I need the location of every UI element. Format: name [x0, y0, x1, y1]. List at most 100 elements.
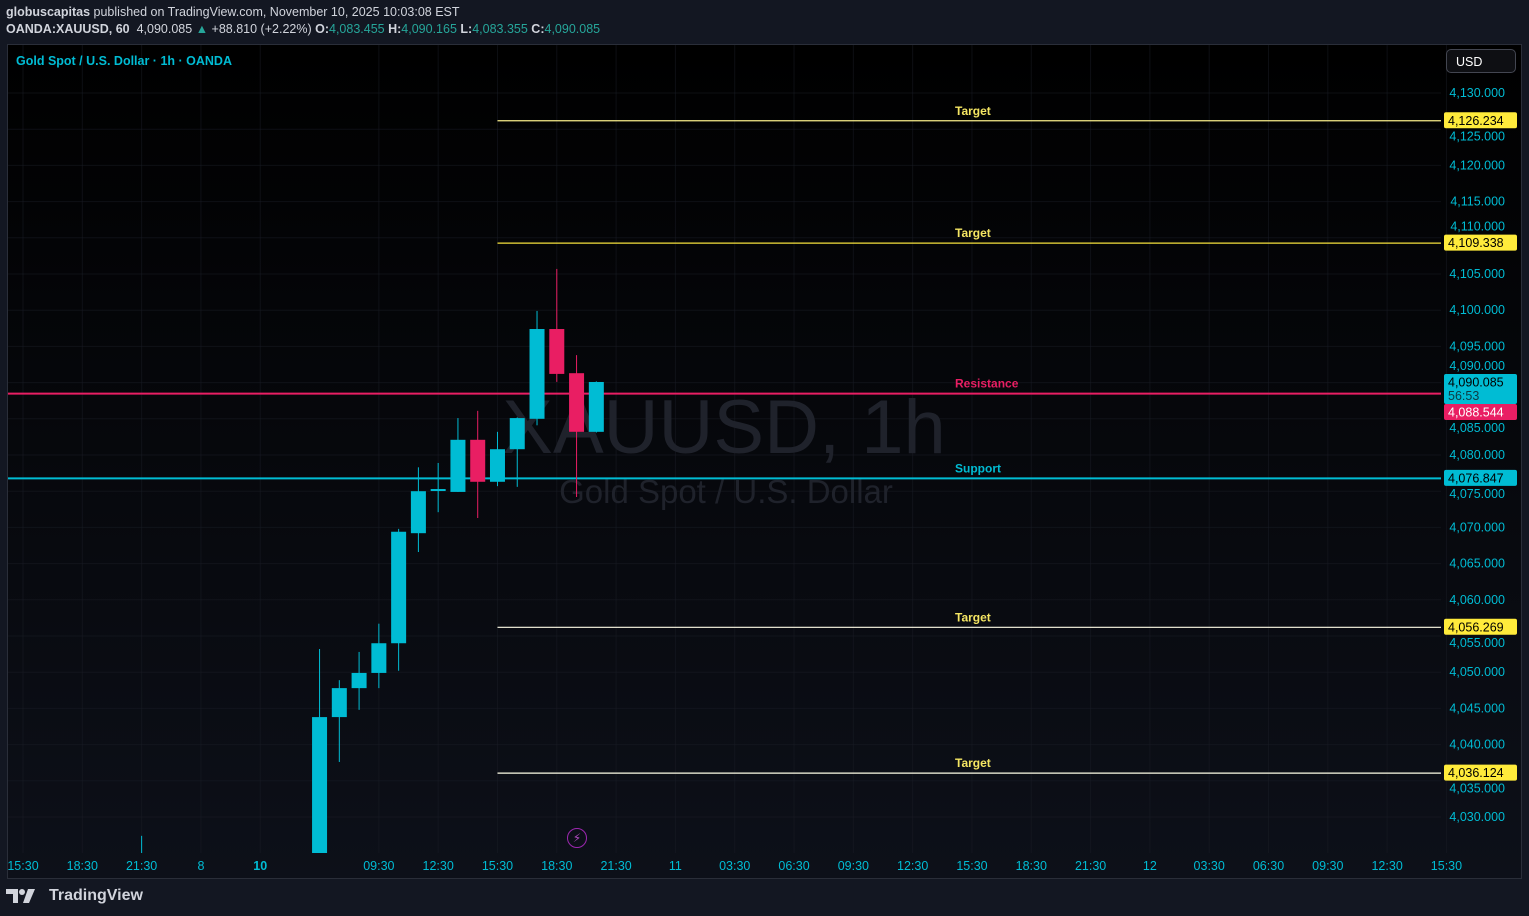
triangle-up-icon: ▲: [195, 22, 209, 36]
level-label: Resistance: [955, 377, 1019, 391]
publish-info: globuscapitas published on TradingView.c…: [6, 5, 460, 19]
price-tick-label: 4,110.000: [1450, 220, 1505, 234]
level-label: Target: [955, 104, 991, 118]
price-tick-label: 4,085.000: [1449, 421, 1505, 435]
published-text: published on TradingView.com, November 1…: [93, 5, 460, 19]
time-tick-label: 10: [253, 859, 267, 873]
price-tick-label: 4,030.000: [1449, 810, 1505, 824]
change: +88.810 (+2.22%): [211, 22, 312, 36]
price-tick-label: 4,115.000: [1450, 195, 1505, 209]
bar-countdown: 56:53: [1448, 389, 1479, 403]
time-tick-label: 15:30: [956, 859, 987, 873]
time-tick-label: 18:30: [67, 859, 98, 873]
lightning-icon[interactable]: ⚡: [567, 828, 587, 848]
level-label: Target: [955, 226, 991, 240]
price-tick-label: 4,105.000: [1449, 267, 1505, 281]
resistance-price-badge: 4,088.544: [1448, 405, 1504, 419]
watermark-title: XAUUSD, 1h: [502, 385, 946, 470]
time-tick-label: 12:30: [423, 859, 454, 873]
level-price-badge: 4,076.847: [1448, 471, 1504, 485]
level-price-badge: 4,056.269: [1448, 620, 1504, 634]
last-price: 4,090.085: [136, 22, 193, 36]
time-tick-label: 8: [197, 859, 204, 873]
last-price-badge-bg: [1444, 373, 1517, 404]
level-price-badge: 4,109.338: [1448, 236, 1504, 250]
candle-body: [509, 418, 525, 450]
time-tick-label: 06:30: [778, 859, 809, 873]
brand-name: TradingView: [49, 887, 143, 904]
price-tick-label: 4,035.000: [1449, 782, 1505, 796]
time-tick-label: 12: [1143, 859, 1157, 873]
level-price-badge: 4,036.124: [1448, 766, 1504, 780]
level-price-badge-bg: [1444, 112, 1517, 129]
low-label: L:: [460, 22, 473, 36]
level-price-badge-bg: [1444, 764, 1517, 781]
price-tick-label: 4,060.000: [1449, 593, 1505, 607]
symbol-info: OANDA:XAUUSD, 60 4,090.085 ▲ +88.810 (+2…: [6, 22, 600, 36]
symbol: OANDA:XAUUSD, 60: [6, 22, 130, 36]
price-tick-label: 4,080.000: [1449, 448, 1505, 462]
time-tick-label: 15:30: [482, 859, 513, 873]
time-tick-label: 18:30: [541, 859, 572, 873]
price-tick-label: 4,070.000: [1449, 520, 1505, 534]
candle-body: [470, 439, 486, 482]
open-value: 4,083.455: [329, 22, 385, 36]
price-tick-label: 4,040.000: [1449, 738, 1505, 752]
time-tick-label: 11: [669, 859, 682, 873]
level-label: Support: [955, 461, 1001, 475]
price-tick-label: 4,075.000: [1449, 487, 1505, 501]
candle-body: [588, 381, 604, 432]
price-tick-label: 4,100.000: [1449, 303, 1505, 317]
candle-body: [391, 531, 407, 644]
time-tick-label: 12:30: [1371, 859, 1402, 873]
open-label: O:: [315, 22, 329, 36]
time-tick-label: 03:30: [719, 859, 750, 873]
close-value: 4,090.085: [544, 22, 601, 36]
time-tick-label: 09:30: [363, 859, 394, 873]
time-tick-label: 09:30: [838, 859, 869, 873]
candle-body: [529, 329, 545, 419]
time-tick-label: 21:30: [600, 859, 631, 873]
candle-body: [312, 717, 328, 853]
time-tick-label: 06:30: [1253, 859, 1284, 873]
price-tick-label: 4,120.000: [1449, 158, 1505, 172]
price-tick-label: 4,125.000: [1449, 129, 1505, 143]
candle-body: [410, 491, 426, 534]
level-price-badge-bg: [1444, 469, 1517, 486]
candle-body: [371, 643, 387, 673]
candle-body: [569, 373, 585, 432]
level-label: Target: [955, 610, 991, 624]
tv-logo-icon: [6, 889, 35, 903]
price-tick-label: 4,095.000: [1449, 339, 1505, 353]
price-tick-label: 4,050.000: [1449, 665, 1505, 679]
tradingview-logo[interactable]: TradingView: [6, 887, 143, 905]
last-price-badge: 4,090.085: [1448, 375, 1504, 389]
time-tick-label: 21:30: [1075, 859, 1106, 873]
time-tick-label: 18:30: [1016, 859, 1047, 873]
price-tick-label: 4,055.000: [1449, 636, 1505, 650]
candle-body: [351, 672, 367, 689]
time-tick-label: 21:30: [126, 859, 157, 873]
price-tick-label: 4,090.000: [1449, 359, 1505, 373]
chart-frame[interactable]: XAUUSD, 1h Gold Spot / U.S. Dollar Target T…: [7, 44, 1522, 879]
resistance-price-badge-bg: [1444, 403, 1517, 420]
level-label: Target: [955, 756, 991, 770]
level-price-badge-bg: [1444, 618, 1517, 635]
time-tick-label: 12:30: [897, 859, 928, 873]
chart-legend: Gold Spot / U.S. Dollar · 1h · OANDA: [16, 54, 232, 68]
level-price-badge: 4,126.234: [1448, 114, 1504, 128]
price-tick-label: 4,065.000: [1449, 557, 1505, 571]
close-label: C:: [531, 22, 545, 36]
candle-body: [430, 489, 446, 492]
author: globuscapitas: [6, 5, 91, 19]
high-value: 4,090.165: [401, 22, 457, 36]
time-tick-label: 09:30: [1312, 859, 1343, 873]
high-label: H:: [388, 22, 402, 36]
time-tick-label: 15:30: [1431, 859, 1462, 873]
currency-button[interactable]: USD: [1446, 49, 1516, 73]
time-tick-label: 15:30: [8, 859, 39, 873]
price-tick-label: 4,130.000: [1449, 86, 1505, 100]
candle-body: [549, 329, 565, 374]
candle-body: [450, 439, 466, 492]
